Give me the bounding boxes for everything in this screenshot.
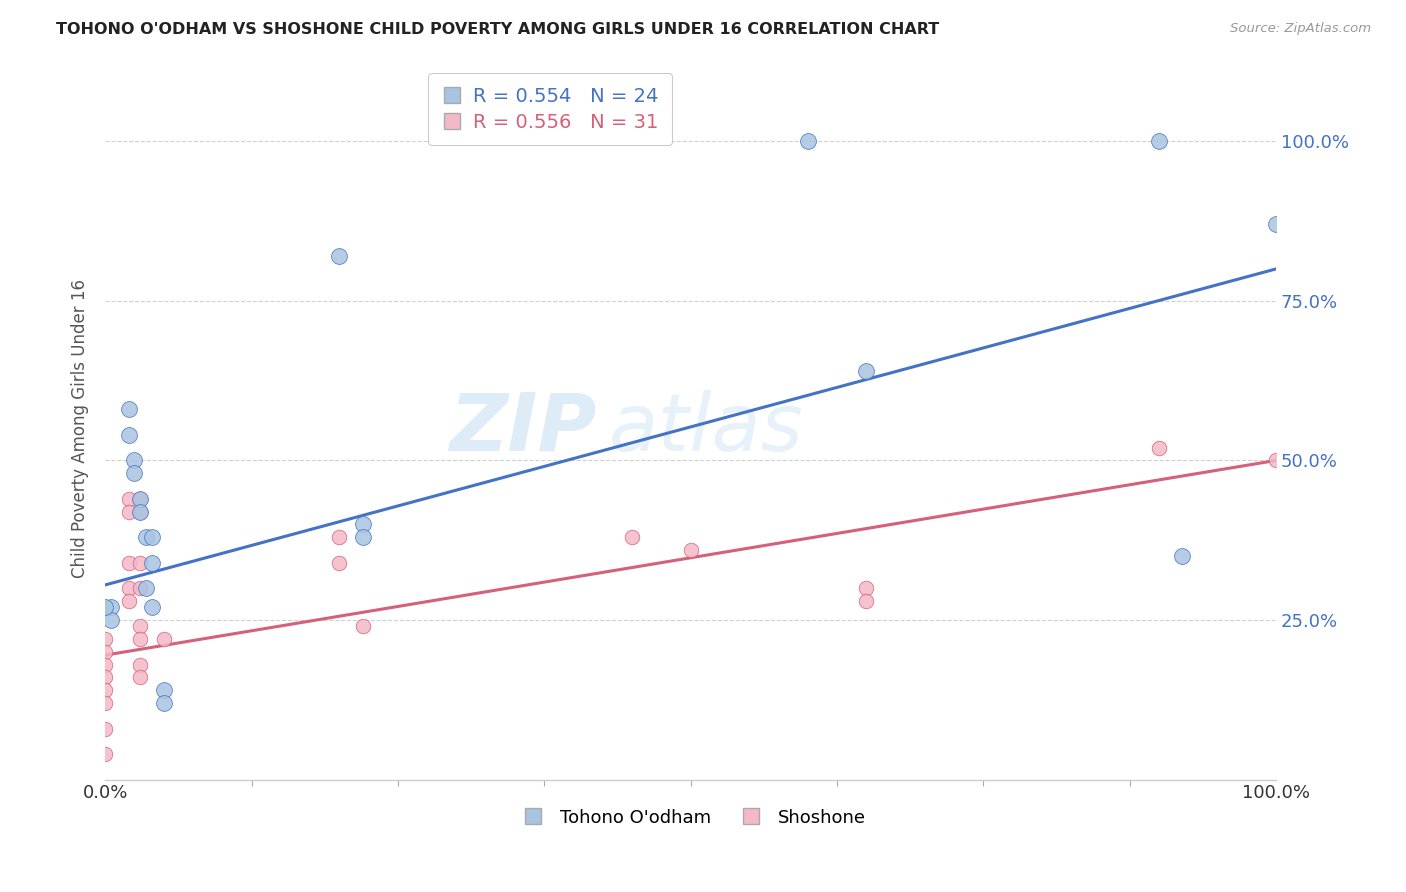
Point [129,504,152,518]
Point [94,747,117,761]
Point [94,722,117,736]
Point [100,613,122,627]
Point [152,683,174,698]
Point [352,530,374,544]
Point [152,696,174,710]
Point [129,556,152,570]
Point [94,600,117,615]
Point [129,581,152,595]
Point [129,657,152,672]
Point [141,556,163,570]
Point [328,530,350,544]
Point [94,671,117,685]
Text: ZIP: ZIP [450,390,598,467]
Point [1147,441,1170,455]
Point [124,467,146,481]
Point [117,402,139,417]
Point [117,428,139,442]
Point [796,134,818,148]
Point [152,632,174,647]
Point [1147,134,1170,148]
Point [328,556,350,570]
Point [621,530,644,544]
Point [855,364,877,378]
Point [94,632,117,647]
Point [129,671,152,685]
Text: TOHONO O'ODHAM VS SHOSHONE CHILD POVERTY AMONG GIRLS UNDER 16 CORRELATION CHART: TOHONO O'ODHAM VS SHOSHONE CHILD POVERTY… [56,22,939,37]
Point [328,249,350,263]
Point [94,683,117,698]
Point [135,530,157,544]
Point [352,517,374,532]
Point [117,504,139,518]
Point [1265,217,1288,231]
Point [117,581,139,595]
Point [141,600,163,615]
Point [117,491,139,506]
Point [100,600,122,615]
Text: Source: ZipAtlas.com: Source: ZipAtlas.com [1230,22,1371,36]
Point [129,491,152,506]
Point [141,530,163,544]
Point [94,696,117,710]
Point [124,453,146,467]
Point [129,619,152,633]
Point [94,657,117,672]
Point [94,645,117,659]
Text: atlas: atlas [609,390,803,467]
Point [129,632,152,647]
Point [679,542,702,557]
Y-axis label: Child Poverty Among Girls Under 16: Child Poverty Among Girls Under 16 [72,279,89,578]
Point [117,556,139,570]
Point [1171,549,1194,564]
Point [352,619,374,633]
Point [1265,453,1288,467]
Point [855,581,877,595]
Point [135,581,157,595]
Point [855,594,877,608]
Point [117,594,139,608]
Point [129,504,152,518]
Point [129,491,152,506]
Legend: Tohono O'odham, Shoshone: Tohono O'odham, Shoshone [508,801,873,834]
